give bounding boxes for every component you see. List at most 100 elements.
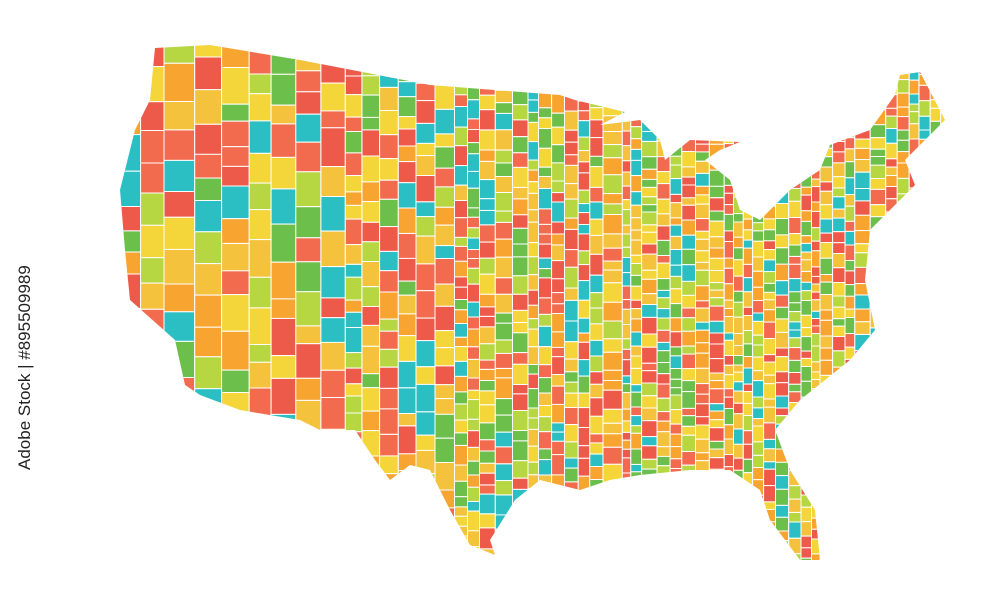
county [641,516,658,533]
county [361,261,381,288]
county [775,234,790,249]
county [811,70,821,83]
county [527,256,539,276]
county [479,527,496,550]
county [896,552,910,560]
county [221,120,250,148]
county [120,45,142,65]
county [602,548,623,560]
county [775,62,790,74]
county [800,172,813,188]
county [811,361,821,373]
county [641,436,658,447]
county [788,485,802,500]
county [379,134,399,159]
county [163,469,196,506]
county [885,481,898,493]
county [602,408,623,424]
county [494,431,513,448]
county [564,129,579,143]
county [681,234,697,250]
county [708,305,725,322]
county [832,141,846,153]
county [788,391,802,404]
county [589,73,604,89]
county [819,347,834,361]
county [832,427,846,443]
county [681,368,697,382]
county [695,53,710,65]
county [812,563,821,573]
county [454,525,468,537]
county [527,192,539,211]
county [854,321,871,335]
county [656,213,671,227]
county [723,454,735,468]
county [379,455,399,475]
county [564,441,579,459]
county [832,65,846,75]
county [564,50,579,65]
county [940,386,945,398]
county [854,200,871,216]
county [248,361,272,389]
county [577,359,591,377]
county [494,162,513,177]
county [621,51,632,69]
county [415,201,436,218]
county [929,473,942,488]
county [454,480,468,498]
county [800,97,813,113]
county [854,482,871,495]
county [896,354,910,367]
county [869,164,887,179]
county [397,502,417,521]
county [811,396,821,409]
county [621,299,632,310]
county [788,116,802,135]
county [120,504,142,530]
county [454,535,468,546]
county [656,278,671,291]
county [800,420,813,433]
county [763,501,777,510]
county [641,445,658,460]
county [918,292,931,302]
county [832,196,846,210]
county [221,165,250,187]
county [454,419,468,434]
county [844,377,856,394]
county [742,356,754,369]
county [885,158,898,168]
county [908,453,920,469]
county [918,458,931,469]
county [854,418,871,437]
county [527,461,539,476]
county [454,445,468,466]
county [708,388,725,405]
county [577,172,591,191]
county [434,283,456,307]
county [641,304,658,318]
county [854,534,871,552]
county [752,356,765,372]
county [788,217,802,235]
county [564,424,579,443]
county [538,268,553,279]
county [512,119,529,138]
county [577,189,591,205]
county [940,341,945,351]
county [908,319,920,337]
county [621,501,632,514]
county [480,570,496,586]
county [467,227,480,239]
county [788,52,802,65]
county [551,489,565,500]
county [320,297,346,319]
county [551,454,565,476]
county [681,547,697,560]
county [656,514,671,527]
county [708,552,725,560]
county [763,218,777,231]
county [844,92,856,105]
